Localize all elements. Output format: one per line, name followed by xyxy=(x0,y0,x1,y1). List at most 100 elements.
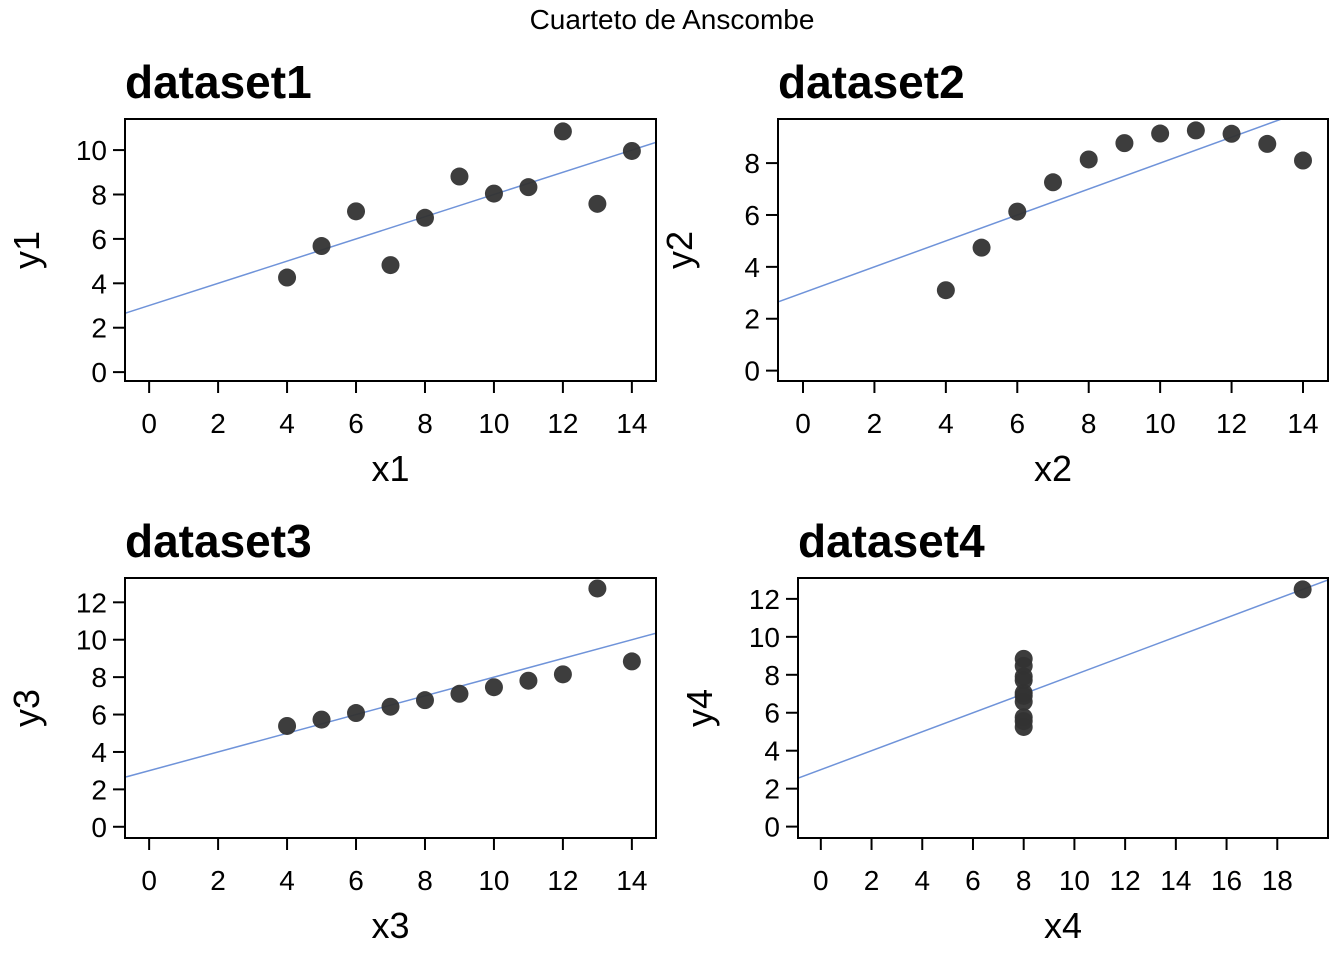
y-axis-label: y3 xyxy=(6,689,47,727)
x-tick-label: 10 xyxy=(478,865,509,896)
data-point xyxy=(553,122,572,141)
x-tick-label: 12 xyxy=(1216,408,1247,439)
x-tick-label: 2 xyxy=(864,865,880,896)
x-tick-label: 18 xyxy=(1262,865,1293,896)
y-tick-label: 8 xyxy=(91,662,107,693)
y-tick-label: 10 xyxy=(749,622,780,653)
x-tick-label: 14 xyxy=(1287,408,1318,439)
data-point xyxy=(519,178,538,197)
panel-dataset1: dataset1 0 2 4 6 8 10 12 14 0 2 4 6 8 10 x1 y1 xyxy=(6,56,657,489)
y-tick-label: 4 xyxy=(764,736,780,767)
data-point xyxy=(936,281,955,300)
x-tick-label: 8 xyxy=(1016,865,1032,896)
data-point xyxy=(1222,124,1241,143)
x-tick-label: 2 xyxy=(210,408,226,439)
data-point xyxy=(553,665,572,684)
plot-frame xyxy=(777,118,1329,382)
x-tick-label: 6 xyxy=(965,865,981,896)
x-axis-label: x1 xyxy=(371,448,409,489)
x-tick-label: 0 xyxy=(795,408,811,439)
panel-dataset2: dataset2 0 2 4 6 8 10 12 14 0 2 4 6 8 x2 y2 xyxy=(659,56,1329,489)
data-point xyxy=(1186,121,1205,140)
x-tick-label: 10 xyxy=(478,408,509,439)
data-point xyxy=(622,652,641,671)
x-tick-label: 4 xyxy=(279,865,295,896)
data-point xyxy=(1008,202,1027,221)
data-point xyxy=(622,141,641,160)
data-point xyxy=(1294,151,1312,170)
data-point xyxy=(415,208,434,227)
x-tick-label: 14 xyxy=(616,408,647,439)
y-tick-label: 8 xyxy=(91,179,107,210)
y-tick-label: 2 xyxy=(91,774,107,805)
y-tick-label: 6 xyxy=(764,698,780,729)
y-tick-label: 0 xyxy=(744,356,760,387)
x-tick-label: 14 xyxy=(616,865,647,896)
y-tick-label: 8 xyxy=(764,660,780,691)
y-tick-label: 6 xyxy=(744,200,760,231)
x-tick-label: 10 xyxy=(1145,408,1176,439)
x-tick-label: 10 xyxy=(1059,865,1090,896)
y-tick-label: 6 xyxy=(91,700,107,731)
y-tick-label: 12 xyxy=(76,587,107,618)
data-point xyxy=(519,671,538,690)
y-tick-label: 2 xyxy=(91,313,107,344)
plot-frame xyxy=(797,577,1329,839)
x-tick-label: 8 xyxy=(417,865,433,896)
data-point xyxy=(1293,580,1312,599)
x-tick-label: 2 xyxy=(210,865,226,896)
x-tick-label: 12 xyxy=(547,865,578,896)
regression-line xyxy=(125,141,656,314)
data-point xyxy=(1151,124,1170,143)
x-tick-label: 4 xyxy=(279,408,295,439)
y-tick-label: 6 xyxy=(91,224,107,255)
x-tick-label: 6 xyxy=(348,865,364,896)
y-axis-label: y1 xyxy=(6,231,47,269)
y-tick-label: 4 xyxy=(744,252,760,283)
data-point xyxy=(347,202,366,221)
figure-title: Cuarteto de Anscombe xyxy=(529,4,815,35)
x-tick-label: 2 xyxy=(867,408,883,439)
y-tick-label: 2 xyxy=(764,774,780,805)
x-tick-label: 0 xyxy=(141,865,157,896)
x-axis-label: x4 xyxy=(1044,905,1082,946)
data-point xyxy=(484,678,503,697)
x-tick-label: 16 xyxy=(1211,865,1242,896)
x-tick-label: 0 xyxy=(813,865,829,896)
x-tick-label: 8 xyxy=(417,408,433,439)
data-point xyxy=(312,237,331,256)
y-tick-label: 0 xyxy=(91,812,107,843)
data-point xyxy=(415,691,434,710)
regression-line xyxy=(798,579,1328,779)
y-tick-label: 8 xyxy=(744,148,760,179)
y-tick-label: 10 xyxy=(76,135,107,166)
x-tick-label: 12 xyxy=(1110,865,1141,896)
data-point xyxy=(381,697,400,716)
plot-frame xyxy=(124,118,657,382)
x-tick-label: 6 xyxy=(348,408,364,439)
data-point xyxy=(450,684,469,703)
data-point xyxy=(278,716,297,735)
data-point xyxy=(347,704,366,723)
panel-title: dataset4 xyxy=(798,515,985,567)
data-point xyxy=(1044,173,1062,192)
data-point xyxy=(278,268,297,287)
data-point xyxy=(1258,134,1277,153)
x-tick-label: 14 xyxy=(1160,865,1191,896)
regression-line xyxy=(778,119,1284,303)
x-tick-label: 8 xyxy=(1081,408,1097,439)
y-tick-label: 0 xyxy=(764,812,780,843)
data-point xyxy=(588,579,607,598)
data-point xyxy=(1014,667,1033,686)
data-point xyxy=(484,184,503,203)
data-point xyxy=(972,238,991,257)
x-axis-label: x2 xyxy=(1034,448,1072,489)
x-tick-label: 0 xyxy=(141,408,157,439)
y-axis-label: y4 xyxy=(679,689,720,727)
data-point xyxy=(1014,712,1033,731)
x-tick-label: 4 xyxy=(938,408,954,439)
x-tick-label: 4 xyxy=(914,865,930,896)
data-point xyxy=(1014,686,1033,705)
y-tick-label: 2 xyxy=(744,304,760,335)
